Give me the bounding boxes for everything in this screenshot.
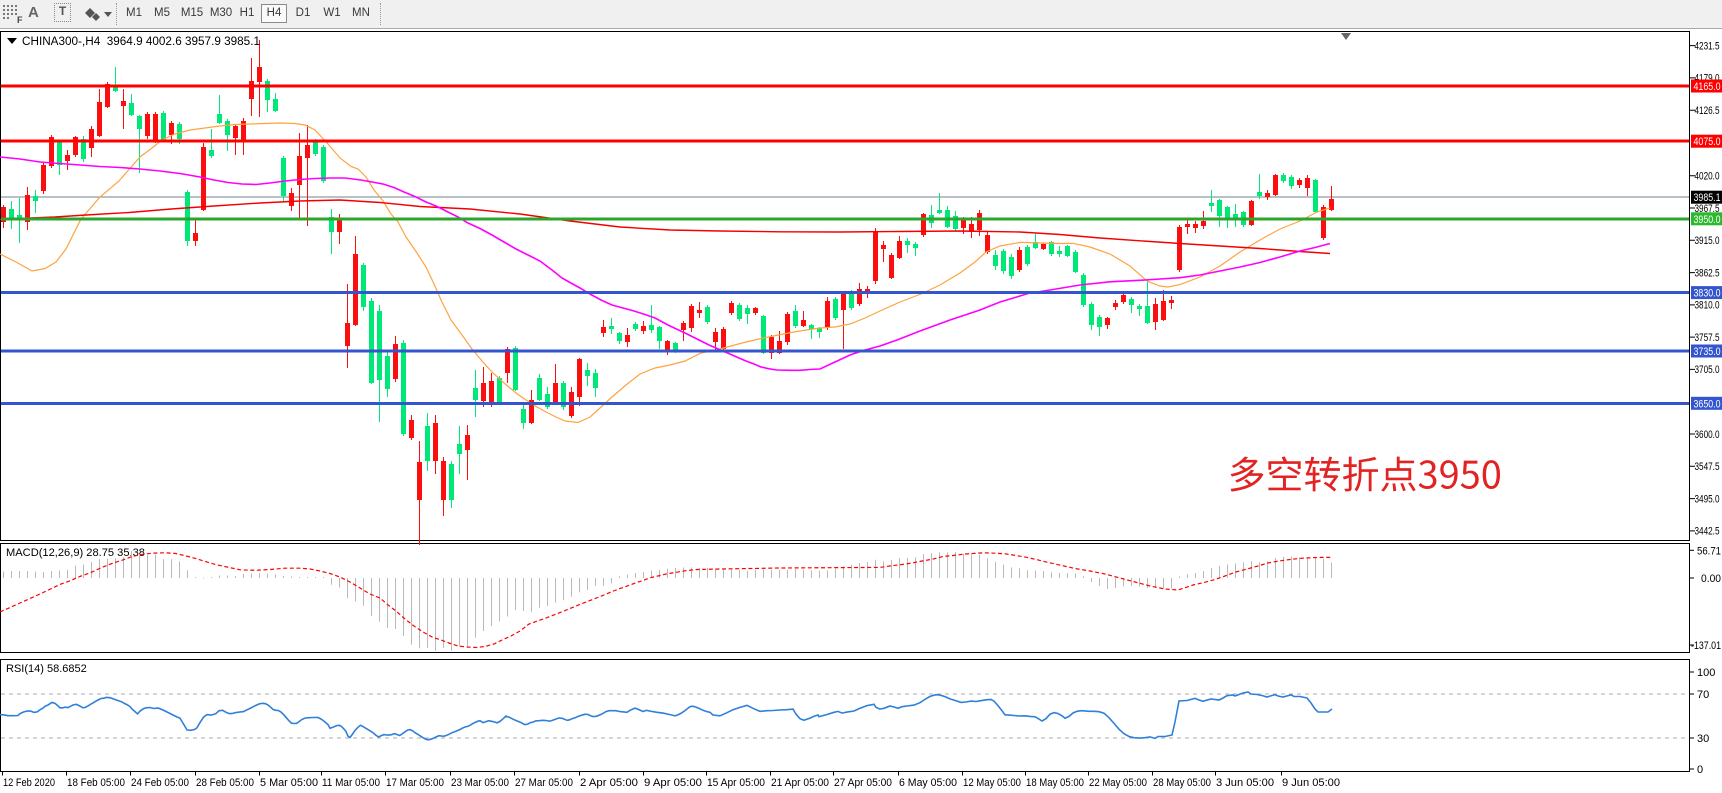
svg-text:CHINA300-,H4 3964.9 4002.6 39: CHINA300-,H4 3964.9 4002.6 3957.9 3985.1: [22, 36, 260, 48]
svg-text:12 Feb 2020: 12 Feb 2020: [3, 777, 55, 789]
svg-text:100: 100: [1697, 667, 1715, 679]
svg-text:12 May 05:00: 12 May 05:00: [963, 777, 1021, 789]
svg-text:3810.0: 3810.0: [1695, 300, 1720, 312]
svg-text:3985.1: 3985.1: [1694, 192, 1721, 204]
svg-text:3950.0: 3950.0: [1694, 214, 1721, 226]
svg-text:3757.5: 3757.5: [1695, 332, 1720, 344]
svg-text:11 Mar 05:00: 11 Mar 05:00: [322, 777, 380, 789]
svg-text:18 Feb 05:00: 18 Feb 05:00: [67, 777, 125, 789]
svg-text:30: 30: [1697, 733, 1709, 745]
svg-text:22 May 05:00: 22 May 05:00: [1089, 777, 1147, 789]
svg-text:15 Apr 05:00: 15 Apr 05:00: [707, 777, 765, 789]
svg-text:6 May 05:00: 6 May 05:00: [899, 777, 957, 789]
svg-text:9 Jun 05:00: 9 Jun 05:00: [1282, 777, 1340, 789]
svg-text:3915.0: 3915.0: [1695, 235, 1720, 247]
svg-text:9 Apr 05:00: 9 Apr 05:00: [644, 777, 702, 789]
svg-text:3735.0: 3735.0: [1694, 346, 1721, 358]
svg-text:3 Jun 05:00: 3 Jun 05:00: [1216, 777, 1274, 789]
svg-text:4126.5: 4126.5: [1695, 105, 1720, 117]
svg-text:17 Mar 05:00: 17 Mar 05:00: [386, 777, 444, 789]
svg-text:4165.0: 4165.0: [1694, 81, 1721, 93]
svg-text:27 Apr 05:00: 27 Apr 05:00: [834, 777, 892, 789]
svg-text:21 Apr 05:00: 21 Apr 05:00: [771, 777, 829, 789]
svg-text:3547.5: 3547.5: [1695, 461, 1720, 473]
svg-text:18 May 05:00: 18 May 05:00: [1026, 777, 1084, 789]
svg-text:3442.5: 3442.5: [1695, 526, 1720, 538]
svg-text:3967.5: 3967.5: [1695, 203, 1720, 215]
svg-text:3495.0: 3495.0: [1695, 493, 1720, 505]
svg-text:28 Feb 05:00: 28 Feb 05:00: [196, 777, 254, 789]
svg-text:56.71: 56.71: [1697, 545, 1721, 557]
svg-text:24 Feb 05:00: 24 Feb 05:00: [131, 777, 189, 789]
svg-text:3830.0: 3830.0: [1694, 288, 1721, 300]
svg-text:3650.0: 3650.0: [1694, 398, 1721, 410]
svg-text:3600.0: 3600.0: [1695, 429, 1720, 441]
svg-text:3705.0: 3705.0: [1695, 364, 1720, 376]
svg-text:70: 70: [1697, 689, 1709, 701]
svg-text:27 Mar 05:00: 27 Mar 05:00: [515, 777, 573, 789]
svg-text:28 May 05:00: 28 May 05:00: [1153, 777, 1211, 789]
svg-text:2 Apr 05:00: 2 Apr 05:00: [580, 777, 638, 789]
svg-text:4231.5: 4231.5: [1695, 40, 1720, 52]
svg-text:MACD(12,26,9) 28.75 35.38: MACD(12,26,9) 28.75 35.38: [6, 547, 145, 559]
svg-text:4075.0: 4075.0: [1694, 136, 1721, 148]
svg-text:4020.0: 4020.0: [1695, 171, 1720, 183]
svg-text:RSI(14) 58.6852: RSI(14) 58.6852: [6, 663, 87, 675]
svg-text:3862.5: 3862.5: [1695, 267, 1720, 279]
svg-text:F: F: [17, 15, 23, 24]
svg-text:23 Mar 05:00: 23 Mar 05:00: [451, 777, 509, 789]
svg-text:0.00: 0.00: [1701, 573, 1721, 585]
svg-text:-137.01: -137.01: [1691, 640, 1721, 652]
svg-text:5 Mar 05:00: 5 Mar 05:00: [260, 777, 318, 789]
svg-text:0: 0: [1697, 764, 1703, 776]
